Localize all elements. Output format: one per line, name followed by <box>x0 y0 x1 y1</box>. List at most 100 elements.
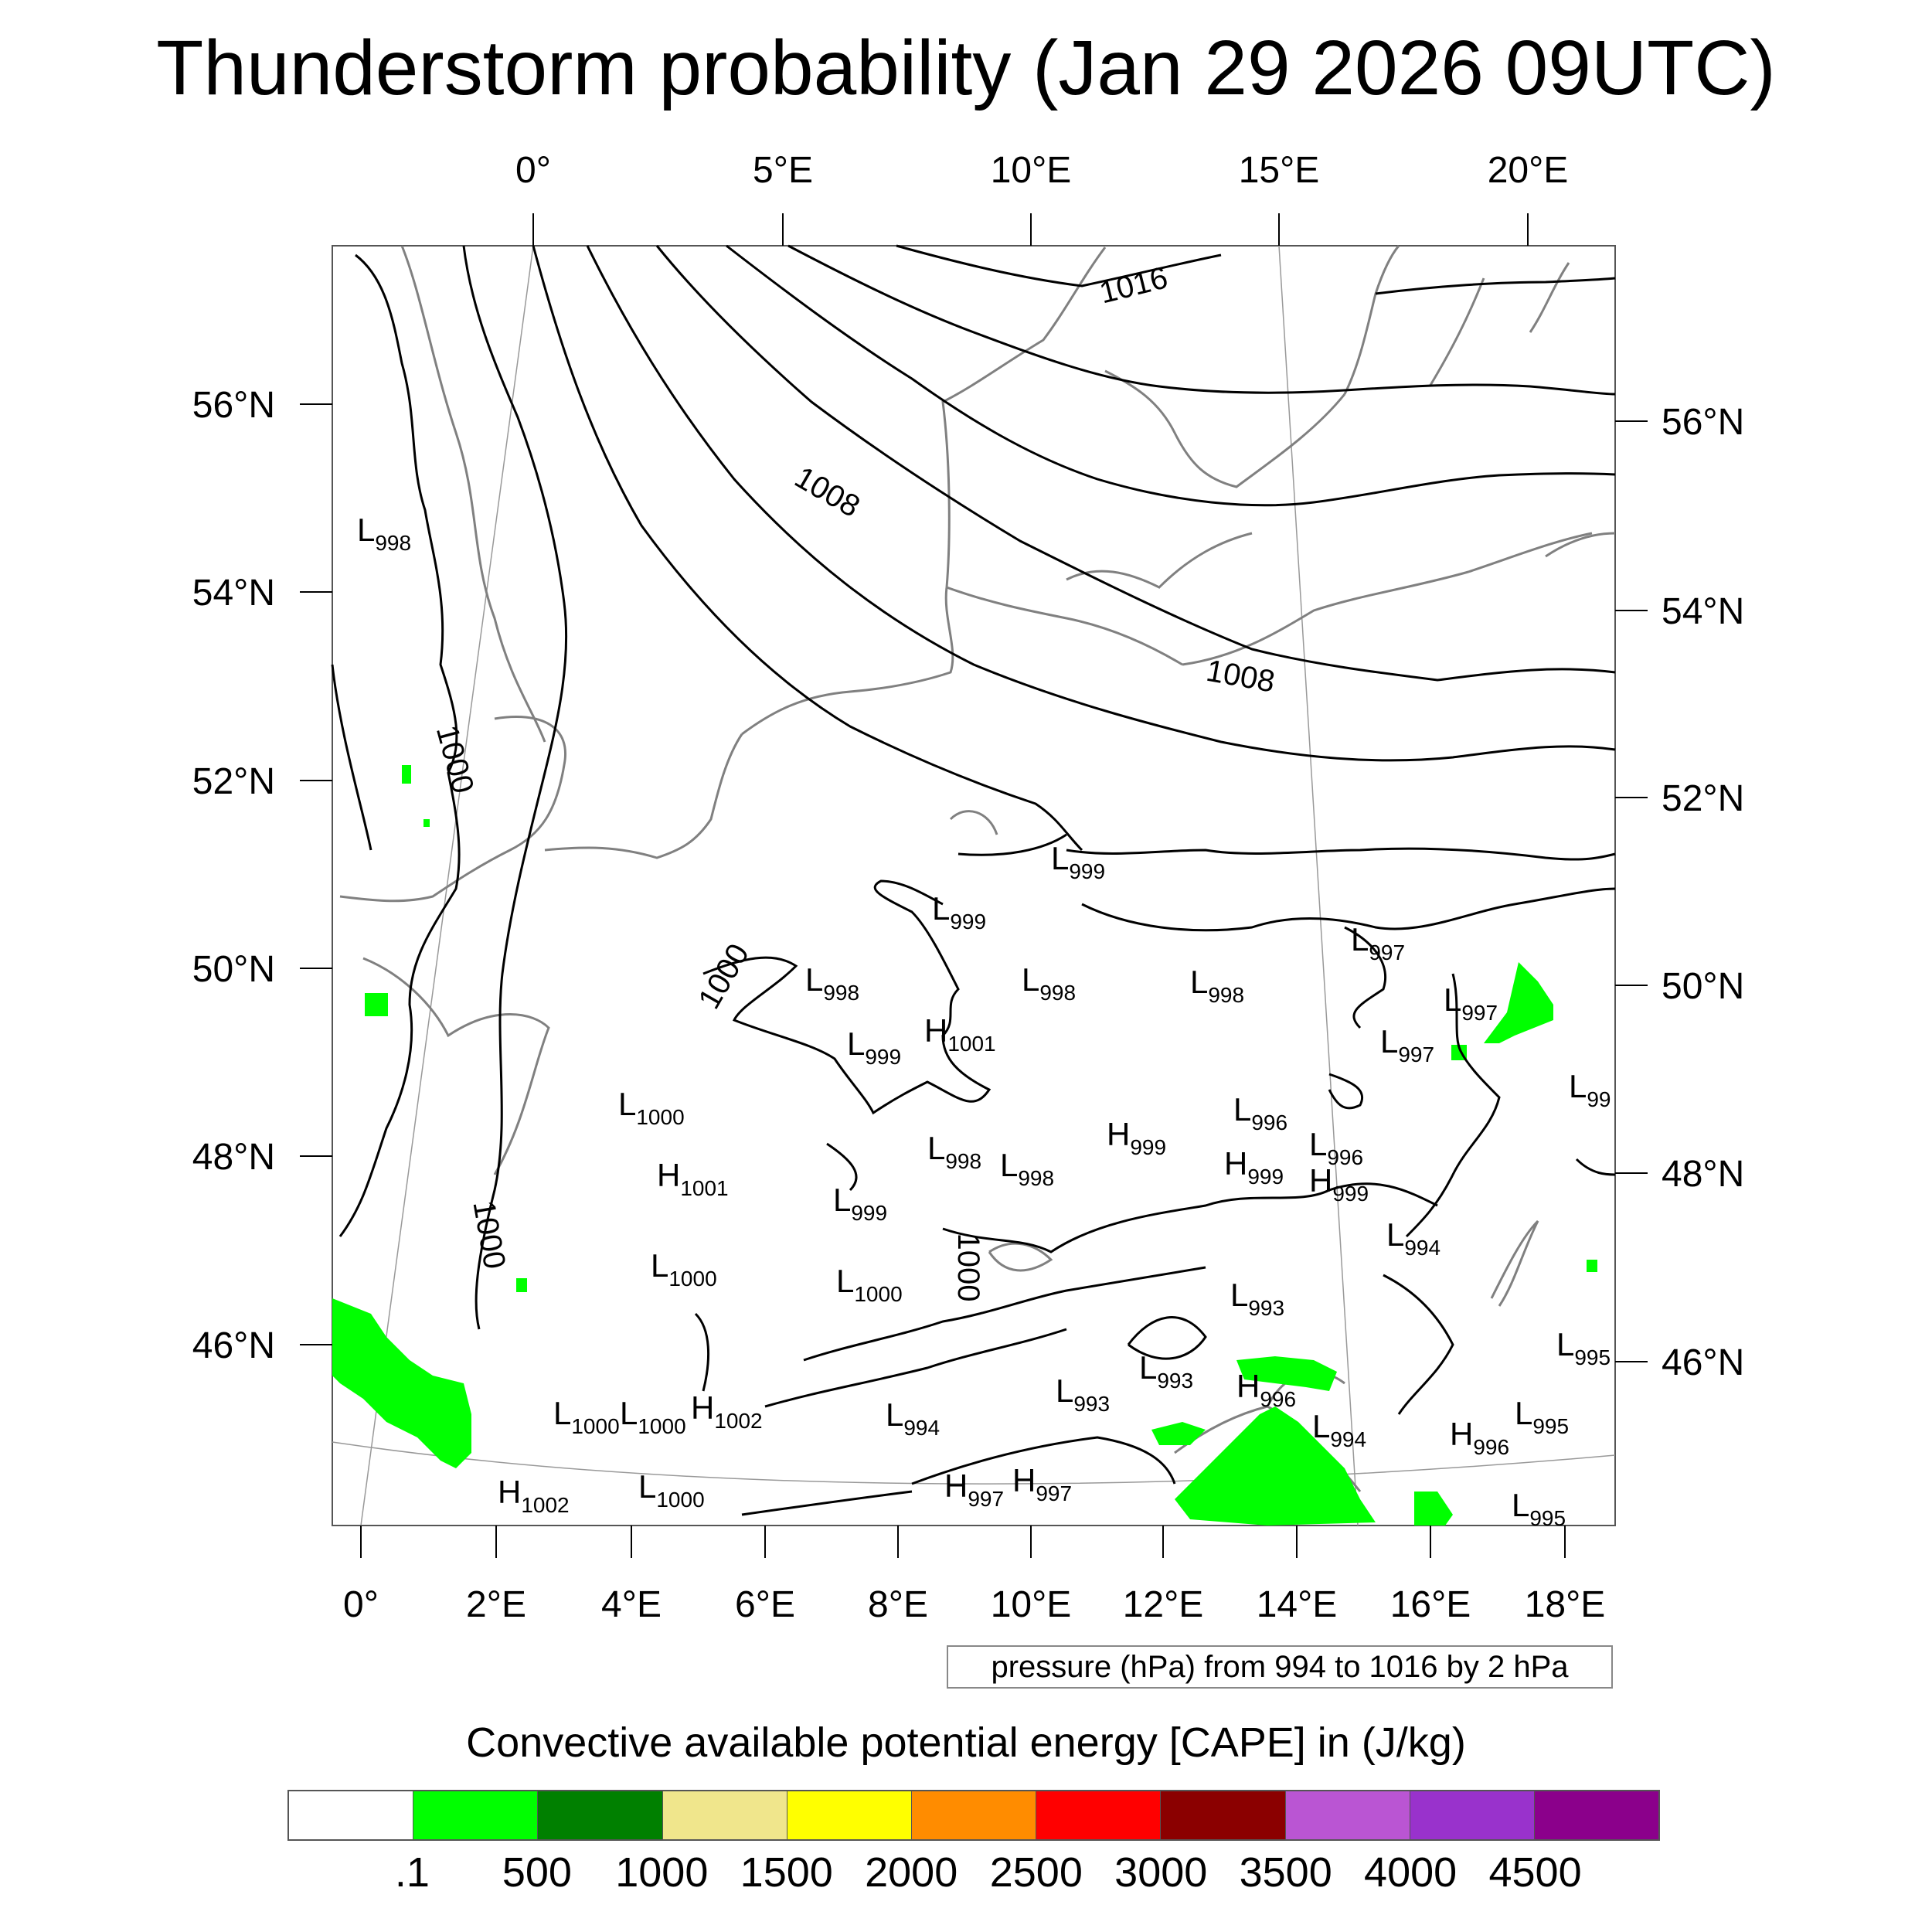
right-lat-labels: 56°N 54°N 52°N 50°N 48°N 46°N <box>1662 402 1744 1383</box>
isobar-label: 1000 <box>951 1233 985 1302</box>
pressure-center-type: L <box>833 1182 851 1218</box>
colorbar-swatch <box>662 1791 787 1839</box>
pressure-center-type: L <box>1233 1091 1251 1128</box>
pressure-center: L1000 <box>618 1086 685 1129</box>
pressure-center-value: 999 <box>1332 1182 1369 1206</box>
pressure-center-type: L <box>1444 981 1461 1018</box>
top-lon-tick-label: 20°E <box>1488 150 1569 191</box>
pressure-center: L1000 <box>620 1395 686 1438</box>
right-lat-tick-label: 50°N <box>1662 966 1744 1007</box>
pressure-center: H999 <box>1309 1162 1369 1206</box>
pressure-center-value: 1000 <box>638 1414 685 1438</box>
cape-colorbar <box>287 1790 1660 1841</box>
pressure-center: L998 <box>805 961 859 1005</box>
pressure-center-type: L <box>357 512 375 548</box>
pressure-center-type: H <box>1236 1368 1260 1404</box>
bottom-lon-tick-label: 8°E <box>868 1584 928 1625</box>
pressure-center-value: 1001 <box>947 1032 995 1056</box>
pressure-center: H999 <box>1107 1116 1166 1159</box>
colorbar-tick-label: 4000 <box>1364 1849 1458 1896</box>
pressure-center: L998 <box>927 1130 981 1173</box>
pressure-center-value: 1000 <box>668 1267 716 1291</box>
page-title: Thunderstorm probability (Jan 29 2026 09… <box>156 25 1776 111</box>
pressure-center-type: L <box>932 890 950 927</box>
pressure-center-type: L <box>1056 1372 1073 1409</box>
colorbar-swatch <box>1285 1791 1410 1839</box>
pressure-center-value: 998 <box>945 1149 981 1173</box>
pressure-center: L999 <box>833 1182 887 1225</box>
top-lon-labels: 0° 5°E 10°E 15°E 20°E <box>515 150 1568 191</box>
pressure-center-value: 999 <box>1247 1165 1284 1189</box>
colorbar-title: Convective available potential energy [C… <box>466 1719 1466 1766</box>
pressure-center: L1000 <box>553 1395 620 1438</box>
pressure-center-value: 997 <box>968 1487 1004 1511</box>
pressure-center: L999 <box>932 890 986 934</box>
colorbar-swatch <box>413 1791 539 1839</box>
pressure-center-type: L <box>847 1026 865 1062</box>
pressure-center-value: 996 <box>1251 1111 1287 1134</box>
bottom-lon-tick-label: 12°E <box>1123 1584 1204 1625</box>
colorbar-swatch <box>1534 1791 1659 1839</box>
bottom-lon-tick-label: 16°E <box>1390 1584 1471 1625</box>
right-lat-tick-label: 56°N <box>1662 402 1744 443</box>
bottom-tick-marks <box>360 1526 1566 1558</box>
pressure-center-type: H <box>657 1157 680 1193</box>
colorbar-swatch <box>787 1791 912 1839</box>
colorbar-swatch <box>1161 1791 1286 1839</box>
pressure-center: H997 <box>944 1468 1004 1511</box>
bottom-lon-tick-label: 6°E <box>735 1584 795 1625</box>
pressure-center-type: L <box>1556 1326 1574 1362</box>
pressure-center-value: 995 <box>1532 1414 1569 1438</box>
pressure-center-type: L <box>638 1468 656 1505</box>
cape-areas <box>332 765 1597 1526</box>
pressure-center-value: 998 <box>1039 981 1076 1005</box>
colorbar-swatch <box>538 1791 663 1839</box>
pressure-center: L998 <box>357 512 411 555</box>
pressure-center-type: L <box>805 961 823 998</box>
right-lat-tick-label: 54°N <box>1662 591 1744 632</box>
pressure-center-value: 995 <box>1574 1345 1611 1369</box>
pressure-center-value: 997 <box>1369 940 1405 964</box>
pressure-center-type: L <box>1051 840 1069 876</box>
top-tick-marks <box>532 213 1529 246</box>
pressure-center-value: 998 <box>375 531 411 555</box>
pressure-info-box: pressure (hPa) from 994 to 1016 by 2 hPa <box>947 1645 1613 1689</box>
bottom-lon-tick-label: 10°E <box>991 1584 1072 1625</box>
pressure-center: L99 <box>1569 1068 1611 1111</box>
pressure-center-type: L <box>1309 1126 1327 1162</box>
pressure-center: L997 <box>1351 921 1405 964</box>
pressure-center-type: L <box>1022 961 1039 998</box>
pressure-center: L993 <box>1230 1277 1284 1320</box>
colorbar-tick-label: 2000 <box>865 1849 958 1896</box>
pressure-center-type: H <box>924 1012 947 1049</box>
top-lon-tick-label: 5°E <box>753 150 813 191</box>
colorbar-tick-label: 4500 <box>1488 1849 1582 1896</box>
pressure-center: L995 <box>1512 1487 1566 1530</box>
bottom-lon-tick-label: 18°E <box>1525 1584 1606 1625</box>
colorbar-swatch <box>1036 1791 1162 1839</box>
pressure-center-type: H <box>1107 1116 1130 1152</box>
pressure-center: L998 <box>1000 1147 1054 1190</box>
colorbar-swatch <box>1410 1791 1535 1839</box>
pressure-center-type: L <box>1312 1408 1330 1444</box>
bottom-lon-tick-label: 4°E <box>601 1584 662 1625</box>
pressure-center: L1000 <box>836 1263 903 1306</box>
pressure-center: L996 <box>1233 1091 1287 1134</box>
pressure-centers: L998 L999 L999 L998 L998 L998 L997 L997 … <box>357 512 1611 1530</box>
pressure-center: L1000 <box>638 1468 705 1512</box>
pressure-center-value: 994 <box>903 1416 940 1440</box>
colorbar-tick-label: 3000 <box>1114 1849 1208 1896</box>
pressure-center-type: L <box>1000 1147 1018 1183</box>
left-tick-marks <box>300 403 332 1345</box>
bottom-lon-tick-label: 2°E <box>466 1584 526 1625</box>
left-lat-tick-label: 56°N <box>192 385 275 426</box>
bottom-lon-tick-label: 0° <box>343 1584 379 1625</box>
colorbar-tick-label: 2500 <box>989 1849 1083 1896</box>
bottom-lon-tick-label: 14°E <box>1257 1584 1338 1625</box>
pressure-center-value: 999 <box>865 1045 901 1069</box>
pressure-center-type: L <box>1386 1216 1404 1253</box>
colorbar-tick-label: 3500 <box>1239 1849 1332 1896</box>
pressure-center-type: L <box>620 1395 638 1431</box>
pressure-center-type: L <box>886 1396 903 1433</box>
pressure-center: H997 <box>1012 1462 1072 1505</box>
